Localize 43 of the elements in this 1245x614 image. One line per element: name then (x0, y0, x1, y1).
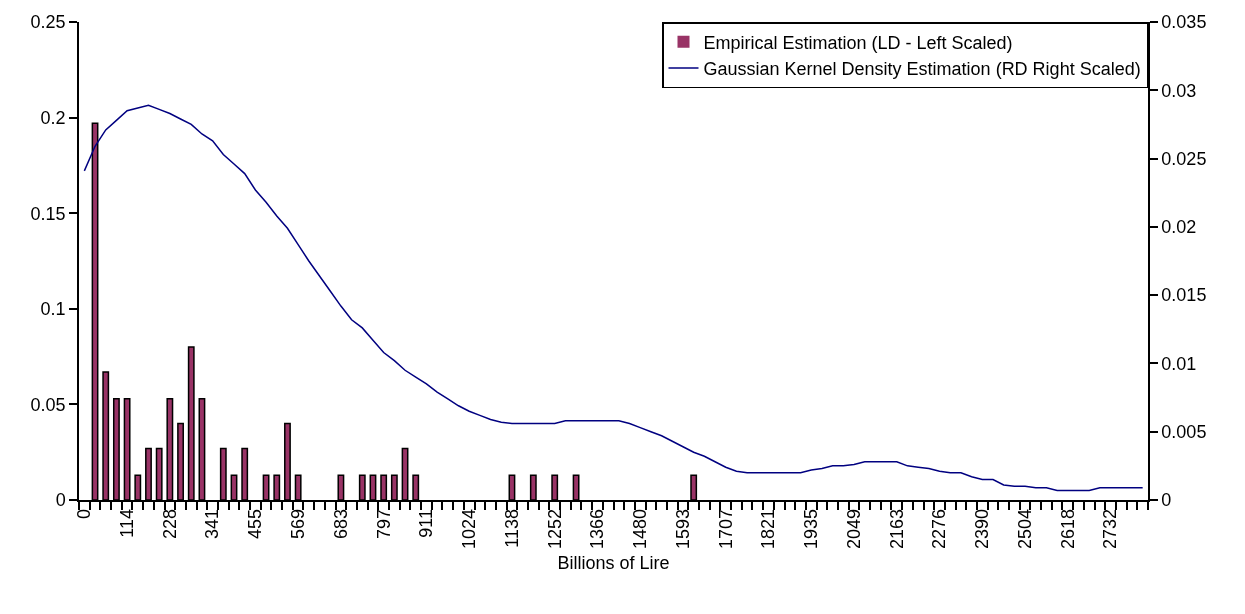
x-tick-label: 1821 (758, 508, 779, 549)
x-tick-label: 2276 (929, 508, 950, 549)
y2-tick-label: 0.005 (1161, 422, 1207, 443)
x-tick-label: 1138 (501, 508, 522, 548)
x-tick-label: 1252 (544, 508, 565, 549)
y2-tick-label: 0.03 (1161, 80, 1197, 101)
y-tick-label: 0 (55, 490, 66, 511)
x-tick-label: 228 (159, 508, 180, 539)
legend-label: Gaussian Kernel Density Estimation (RD Right Scaled) (703, 59, 1141, 80)
x-tick-label: 2504 (1014, 508, 1035, 549)
y-tick-label: 0.25 (30, 12, 66, 33)
x-tick-label: 1593 (672, 508, 693, 549)
x-axis-title: Billions of Lire (557, 552, 670, 573)
x-tick-label: 1935 (801, 508, 822, 549)
x-tick-label: 911 (416, 508, 437, 538)
x-tick-label: 455 (245, 508, 266, 539)
y2-tick-label: 0.02 (1161, 217, 1197, 238)
y-tick-label: 0.2 (40, 107, 66, 128)
x-tick-label: 2049 (843, 508, 864, 549)
y2-tick-label: 0.035 (1161, 12, 1207, 33)
x-tick-label: 1024 (459, 508, 480, 549)
x-tick-label: 2390 (972, 508, 993, 549)
x-tick-label: 797 (373, 508, 394, 539)
y2-tick-label: 0.025 (1161, 148, 1207, 169)
y-tick-label: 0.15 (30, 203, 66, 224)
x-tick-label: 1366 (587, 508, 608, 549)
y-tick-label: 0.05 (30, 394, 66, 415)
x-tick-label: 683 (330, 508, 351, 539)
x-tick-label: 0 (74, 508, 95, 519)
x-tick-label: 341 (202, 508, 223, 539)
y-tick-label: 0.1 (40, 299, 66, 320)
legend-label: Empirical Estimation (LD - Left Scaled) (703, 32, 1013, 53)
x-tick-label: 1480 (630, 508, 651, 549)
x-tick-label: 1707 (715, 508, 736, 549)
y2-tick-label: 0 (1161, 490, 1172, 511)
line-series (83, 104, 1144, 492)
x-tick-label: 569 (288, 508, 308, 539)
y2-tick-label: 0.01 (1161, 353, 1197, 374)
x-tick-label: 2618 (1057, 508, 1078, 549)
x-tick-label: 2732 (1100, 508, 1121, 549)
y2-tick-label: 0.015 (1161, 285, 1207, 306)
x-tick-label: 114 (116, 508, 137, 538)
x-tick-label: 2163 (886, 508, 907, 549)
